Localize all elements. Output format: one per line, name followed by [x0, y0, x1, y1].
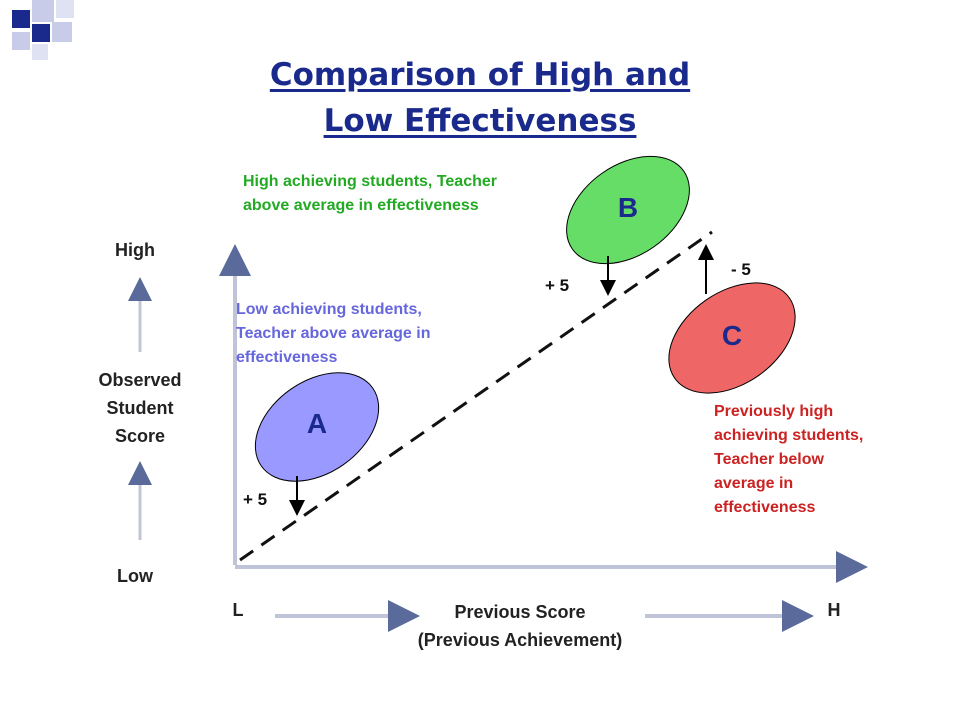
group-c-delta: - 5 — [731, 260, 751, 279]
group-b-note: High achieving students, Teacher above a… — [243, 170, 497, 218]
y-axis-high-label: High — [115, 240, 155, 260]
group-c-label: C — [721, 320, 743, 351]
x-axis-right-label: H — [827, 600, 841, 620]
x-axis-label: Previous Score (Previous Achievement) — [370, 598, 670, 654]
y-axis-label-line: Observed — [98, 370, 182, 390]
group-a-ellipse — [254, 372, 380, 482]
title-line-1: Comparison of High and — [269, 57, 691, 93]
group-c-ellipse — [668, 282, 796, 394]
group-a-label: A — [306, 408, 328, 439]
group-a-note-line: Teacher above average in — [236, 325, 431, 342]
group-c-note-line: effectiveness — [714, 499, 816, 516]
decor-square — [12, 10, 30, 28]
group-a-note-line: effectiveness — [236, 349, 338, 366]
x-axis-label-line: (Previous Achievement) — [417, 630, 623, 650]
group-b-note-line: above average in effectiveness — [243, 197, 479, 214]
x-axis-label-line: Previous Score — [454, 602, 586, 622]
group-b-label: B — [617, 192, 639, 223]
expectation-dashed-line — [239, 230, 713, 562]
group-c-note-line: achieving students, — [714, 427, 864, 444]
y-axis-label-line: Score — [114, 426, 166, 446]
page-title: Comparison of High and Low Effectiveness — [180, 52, 780, 144]
x-axis-left-label: L — [232, 600, 244, 620]
group-c-note-line: Teacher below — [714, 451, 824, 468]
decor-square — [32, 24, 50, 42]
decor-square — [12, 32, 30, 50]
group-b-note-line: High achieving students, Teacher — [243, 173, 497, 190]
y-axis-low-label: Low — [117, 566, 153, 586]
group-b-ellipse — [566, 155, 690, 265]
y-axis-label-line: Student — [106, 398, 174, 418]
group-a-note: Low achieving students, Teacher above av… — [236, 298, 430, 370]
decor-square — [32, 44, 48, 60]
group-c-note-line: Previously high — [714, 403, 834, 420]
title-line-2: Low Effectiveness — [323, 103, 637, 139]
decor-square — [32, 0, 54, 22]
group-a-delta: + 5 — [243, 490, 268, 509]
group-b-delta: + 5 — [545, 276, 570, 295]
y-axis-label: Observed Student Score — [70, 366, 210, 450]
group-c-note: Previously high achieving students, Teac… — [714, 400, 863, 520]
decor-square — [52, 22, 72, 42]
group-a-note-line: Low achieving students, — [236, 301, 422, 318]
group-c-note-line: average in — [714, 475, 794, 492]
decor-square — [56, 0, 74, 18]
